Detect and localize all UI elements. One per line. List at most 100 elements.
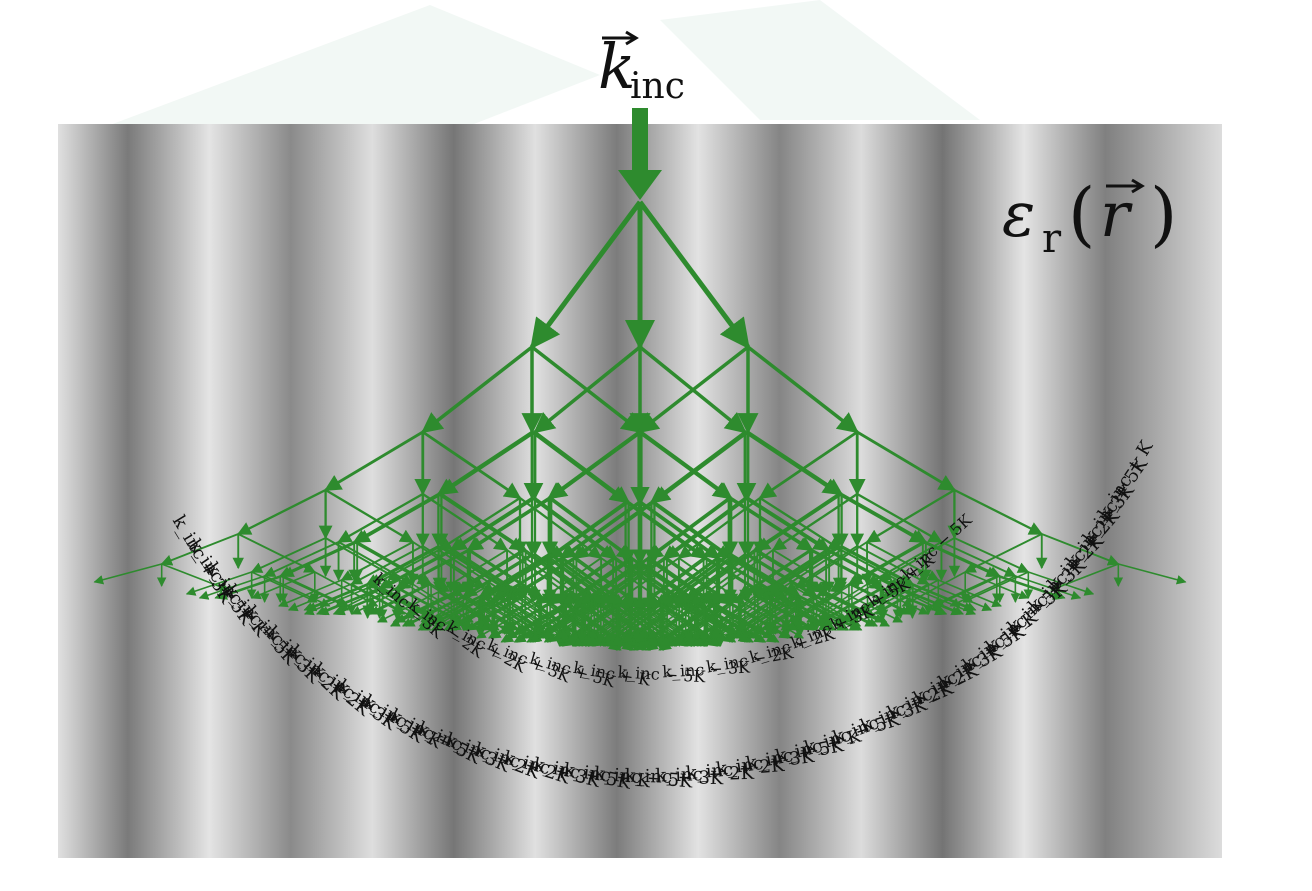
scatter-arrow-l5 [395, 591, 458, 623]
scatter-arrow-l5 [287, 583, 352, 612]
scatter-arrow-l4 [759, 553, 830, 597]
scatter-arrow-l5 [819, 579, 881, 619]
scatter-arrow-l4 [587, 561, 655, 609]
scatter-arrow-l2 [439, 430, 536, 496]
scatter-arrow-l3 [953, 488, 1043, 536]
scatter-arrow-l3 [440, 493, 527, 551]
scatter-arrow-l5 [757, 595, 817, 631]
scatter-arrow-l5 [841, 591, 903, 623]
epsilon-symbol: ε [1002, 178, 1035, 251]
scatter-arrow-l5 [736, 587, 797, 631]
scatter-arrow-l4 [678, 557, 746, 605]
scatter-arrow-l5 [282, 575, 350, 607]
scatter-arrow-l5 [161, 563, 230, 592]
scatter-arrow-l5 [631, 599, 690, 639]
scatter-arrow-l3 [559, 501, 640, 559]
scatter-arrow-l5 [504, 603, 565, 639]
scatter-arrow-l5 [685, 603, 746, 647]
scatter-arrow-l5 [711, 591, 771, 635]
scatter-arrow-l4 [954, 537, 1030, 573]
close-paren: ) [1150, 173, 1177, 255]
scatter-arrow-l3 [856, 493, 943, 543]
scatter-arrow-l3 [744, 497, 828, 551]
scatter-arrow-l3 [325, 489, 415, 543]
scatter-arrow-l3 [728, 497, 812, 551]
scatter-arrow-l3 [759, 497, 843, 551]
scatter-arrow-l5 [690, 603, 749, 643]
scatter-arrow-l4 [794, 541, 868, 589]
scatter-arrow-l4 [666, 557, 734, 605]
scattering-tree [93, 200, 1187, 651]
scatter-arrow-l4 [703, 549, 774, 601]
scatter-arrow-l2 [653, 430, 749, 504]
scatter-arrow-l5 [279, 575, 347, 607]
scatter-arrow-l5 [446, 599, 509, 631]
scatter-arrow-l3 [531, 497, 615, 559]
scatter-arrow-l2 [534, 430, 630, 504]
scatter-arrow-l5 [405, 595, 467, 627]
scatter-arrow-l5 [710, 595, 771, 639]
epsilon-subscript: r [1042, 216, 1062, 262]
scatter-arrow-l5 [880, 579, 942, 611]
scatter-arrow-l5 [912, 587, 977, 616]
scatter-arrow-l5 [217, 575, 284, 600]
scatter-arrow-l5 [198, 575, 265, 600]
scatter-arrow-l5 [754, 595, 814, 631]
scatter-arrow-l5 [553, 603, 614, 639]
scatter-arrow-l2 [856, 430, 956, 492]
scatter-arrow-l5 [703, 599, 762, 639]
scatter-arrow-l4 [768, 549, 842, 597]
order-label: k_inc − 3K [624, 766, 724, 790]
scatter-arrow-l5 [1050, 563, 1119, 592]
scatter-arrow-l5 [479, 595, 542, 635]
scatter-arrow-l5 [332, 587, 397, 616]
scatter-arrow-l5 [479, 595, 540, 631]
scatter-arrow-l4 [506, 557, 577, 601]
position-vector: r [1100, 178, 1133, 251]
scatter-arrow-l3 [466, 497, 550, 551]
scatter-arrow-l2 [747, 430, 844, 496]
scatter-arrow-l5 [418, 595, 481, 627]
scatter-arrow-l3 [653, 501, 734, 559]
scatter-arrow-l4 [263, 541, 339, 577]
scatter-arrow-l5 [767, 595, 830, 635]
scatter-arrow-l3 [337, 493, 424, 543]
scatter-arrow-l4 [964, 533, 1043, 573]
scatter-arrow-l3 [355, 493, 442, 543]
scatter-arrow-l4 [922, 541, 998, 577]
scatter-arrow-l5 [318, 587, 383, 616]
scatter-arrow-l4 [250, 537, 326, 573]
scatter-arrow-l5 [938, 579, 1002, 608]
scatter-arrow-l5 [769, 595, 829, 631]
scatter-arrow-l5 [732, 603, 792, 639]
scatter-arrow-l4 [491, 557, 562, 601]
scatter-arrow-l4 [599, 557, 668, 605]
scatter-arrow-l5 [93, 563, 162, 585]
scatter-arrow-l4 [580, 557, 649, 605]
scatter-arrow-l5 [612, 603, 672, 647]
scatter-arrow-l4 [160, 533, 239, 566]
scatter-arrow-l5 [541, 603, 602, 639]
scatter-arrow-l3 [841, 493, 928, 543]
scatter-arrow-l2 [422, 430, 522, 500]
order-label: k_inc − 2K [655, 763, 755, 787]
scatter-arrow-l5 [587, 607, 648, 651]
scatter-arrow-l5 [825, 591, 888, 623]
scatter-arrow-l5 [828, 595, 890, 627]
scatter-arrow-l5 [964, 571, 1029, 600]
scatter-arrow-l5 [306, 583, 371, 612]
scatter-arrow-l5 [769, 591, 830, 627]
scatter-arrow-l4 [841, 545, 914, 585]
scatter-arrow-l1 [746, 345, 859, 434]
scatter-arrow-l5 [901, 571, 966, 607]
scatter-arrow-l4 [772, 549, 843, 593]
scatter-arrow-l4 [659, 553, 730, 605]
scatter-arrow-l5 [851, 583, 914, 615]
scatter-arrow-l4 [350, 545, 424, 585]
scatter-arrow-l1 [533, 345, 642, 434]
incident-arrow [618, 108, 662, 200]
scatter-arrow-l4 [369, 545, 442, 585]
scatter-arrow-l5 [185, 571, 252, 596]
scatter-arrow-l5 [795, 587, 855, 623]
